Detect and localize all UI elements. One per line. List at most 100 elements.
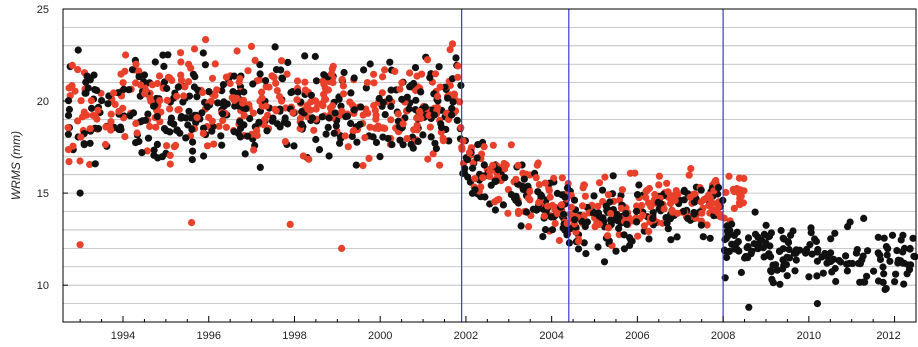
data-point: [436, 83, 444, 91]
data-point: [398, 79, 406, 87]
data-point: [598, 186, 607, 194]
data-point: [686, 193, 694, 201]
data-point: [219, 110, 227, 118]
data-point: [615, 224, 623, 232]
data-point: [504, 209, 512, 217]
data-point: [244, 132, 252, 140]
data-point: [163, 84, 171, 93]
data-point: [144, 110, 152, 118]
data-point: [426, 74, 434, 82]
data-point: [519, 185, 527, 193]
data-point: [87, 97, 95, 105]
data-point: [173, 92, 181, 100]
data-point: [541, 179, 549, 187]
data-point: [434, 92, 442, 100]
data-point: [143, 147, 151, 155]
data-point: [396, 85, 404, 93]
data-point: [751, 230, 760, 238]
data-point: [499, 201, 507, 209]
data-point: [579, 202, 587, 210]
data-point: [247, 42, 256, 51]
data-point: [199, 129, 207, 137]
data-point: [310, 126, 318, 134]
data-point: [64, 130, 72, 138]
data-point: [649, 214, 657, 222]
data-point: [407, 140, 415, 148]
data-point: [739, 199, 748, 207]
data-point: [394, 110, 402, 118]
plot-frame: [62, 8, 917, 323]
data-point: [241, 150, 249, 158]
data-point: [308, 114, 316, 122]
data-point: [307, 91, 315, 99]
data-point: [520, 175, 528, 183]
data-point: [446, 46, 454, 54]
data-point: [722, 188, 730, 197]
data-point: [406, 69, 414, 77]
data-point: [734, 187, 742, 195]
data-point: [387, 116, 395, 124]
data-point: [287, 89, 295, 97]
data-point: [663, 219, 671, 227]
data-point: [818, 253, 826, 261]
data-point: [723, 253, 731, 262]
data-point: [728, 220, 736, 228]
data-point: [743, 244, 751, 252]
data-point: [132, 139, 140, 147]
data-point: [897, 236, 905, 244]
data-point: [607, 216, 615, 224]
data-point: [507, 141, 515, 149]
data-point: [236, 118, 244, 126]
data-point: [217, 132, 225, 140]
data-point: [115, 107, 123, 115]
data-point: [256, 61, 264, 69]
data-point: [612, 247, 620, 255]
data-point: [764, 251, 772, 259]
data-point: [222, 73, 230, 81]
data-point: [463, 156, 471, 164]
data-point: [77, 133, 85, 141]
data-point: [324, 123, 332, 131]
data-point: [191, 73, 199, 81]
data-point: [479, 174, 487, 182]
data-point: [304, 105, 312, 113]
data-point: [262, 83, 270, 91]
data-point: [338, 244, 346, 252]
data-point: [226, 79, 234, 88]
data-point: [617, 204, 626, 212]
data-point: [690, 210, 698, 218]
data-point: [65, 105, 73, 114]
data-point: [137, 81, 145, 89]
data-point: [870, 267, 878, 275]
data-point: [540, 212, 548, 220]
data-point: [350, 106, 358, 114]
data-point: [86, 160, 94, 169]
y-tick-label: 10: [37, 280, 49, 292]
data-point: [199, 49, 207, 57]
data-point: [762, 221, 770, 229]
data-point: [557, 201, 566, 209]
data-point: [299, 152, 307, 160]
data-point: [529, 205, 538, 213]
data-point: [184, 78, 193, 86]
data-point: [325, 152, 333, 160]
data-point: [430, 111, 438, 119]
data-point: [110, 89, 118, 97]
data-point: [555, 236, 564, 245]
data-point: [246, 115, 254, 123]
data-point: [210, 140, 218, 148]
data-point: [139, 117, 147, 125]
data-point: [835, 256, 843, 265]
data-point: [655, 205, 663, 213]
data-point: [640, 222, 649, 230]
data-point: [132, 119, 140, 128]
data-point: [480, 161, 488, 169]
data-point: [150, 102, 158, 110]
data-point: [218, 141, 226, 149]
data-point: [706, 234, 714, 242]
data-point: [813, 272, 821, 280]
data-point: [827, 257, 835, 266]
data-point: [591, 209, 599, 217]
data-point: [431, 70, 440, 78]
